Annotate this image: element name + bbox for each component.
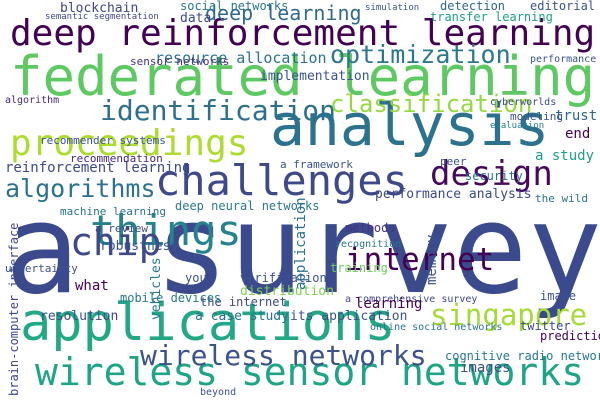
word: image <box>540 289 576 303</box>
word: blockchain <box>60 1 138 16</box>
word: what <box>75 278 109 294</box>
word: sensor networks <box>130 55 229 68</box>
word: federated learning <box>10 45 595 108</box>
word: semantic segmentation <box>45 12 159 22</box>
word: algorithms <box>5 174 156 203</box>
word: design <box>430 154 553 194</box>
word: a framework <box>280 158 353 171</box>
word: editorial <box>530 0 595 13</box>
word: its application <box>290 309 407 324</box>
word: uncertainty <box>5 262 78 275</box>
word: algorithm <box>5 95 59 106</box>
word: resource allocation <box>155 49 327 67</box>
word: mobile devices <box>120 291 221 305</box>
word: resolution <box>40 309 118 324</box>
word: transfer learning <box>430 10 553 24</box>
word: reinforcement learning <box>5 160 190 176</box>
word: methods <box>345 221 396 235</box>
word: performance <box>530 54 596 65</box>
word: modeling <box>510 110 563 123</box>
word: a case study <box>195 309 289 324</box>
word: prediction <box>540 329 600 343</box>
word: verification <box>240 271 327 285</box>
word: online social networks <box>370 322 502 333</box>
word: recognition <box>335 239 401 250</box>
word: security <box>465 169 523 183</box>
word: twitter <box>520 319 571 333</box>
word: applications <box>20 293 396 353</box>
word: deep learning <box>205 1 362 25</box>
word: a study <box>535 148 594 164</box>
word: analysis <box>270 91 549 159</box>
word: the wild <box>535 192 588 205</box>
word: things <box>90 206 242 255</box>
word: images <box>460 360 511 376</box>
word: brain-computer interface <box>7 223 21 396</box>
word: robustness <box>100 239 178 254</box>
word: recommender systems <box>40 134 166 147</box>
word: singapore <box>430 298 587 332</box>
word: a comprehensive survey <box>345 294 477 305</box>
word: deep reinforcement learning <box>10 13 595 54</box>
word: evaluation <box>490 121 544 131</box>
word: vehicles <box>149 257 164 320</box>
word: cognitive radio networks <box>445 349 600 363</box>
word: implementation <box>260 69 370 84</box>
word: training <box>330 261 388 275</box>
word: proceedings <box>10 123 248 164</box>
word: detection <box>440 0 505 13</box>
word: classification <box>330 90 532 118</box>
word: a review <box>95 222 148 235</box>
word: you <box>185 271 207 285</box>
word: performance analysis <box>375 187 532 202</box>
word: a survey <box>5 178 600 322</box>
word: the internet <box>200 295 287 309</box>
word: beyond <box>200 387 236 398</box>
word: deep neural networks <box>175 199 320 213</box>
word: wireless sensor networks <box>35 350 584 394</box>
word: challenges <box>155 156 408 205</box>
word: wireless networks <box>140 339 427 372</box>
word: memory <box>424 234 440 285</box>
word: machine learning <box>60 205 166 218</box>
word: trust <box>555 108 597 124</box>
word: application <box>293 197 309 290</box>
word: learning <box>355 296 422 312</box>
word: distribution <box>240 284 334 299</box>
word: end <box>565 126 590 142</box>
word: chip <box>70 220 162 264</box>
word: social networks <box>180 0 288 13</box>
word: recommendation <box>70 152 163 165</box>
word: internet <box>345 242 494 278</box>
word: identification <box>100 94 336 127</box>
word: peer <box>440 155 467 168</box>
word: cyberworlds <box>490 97 556 108</box>
word: data <box>180 11 211 26</box>
word: simulation <box>365 3 419 13</box>
word: optimization <box>330 40 511 69</box>
